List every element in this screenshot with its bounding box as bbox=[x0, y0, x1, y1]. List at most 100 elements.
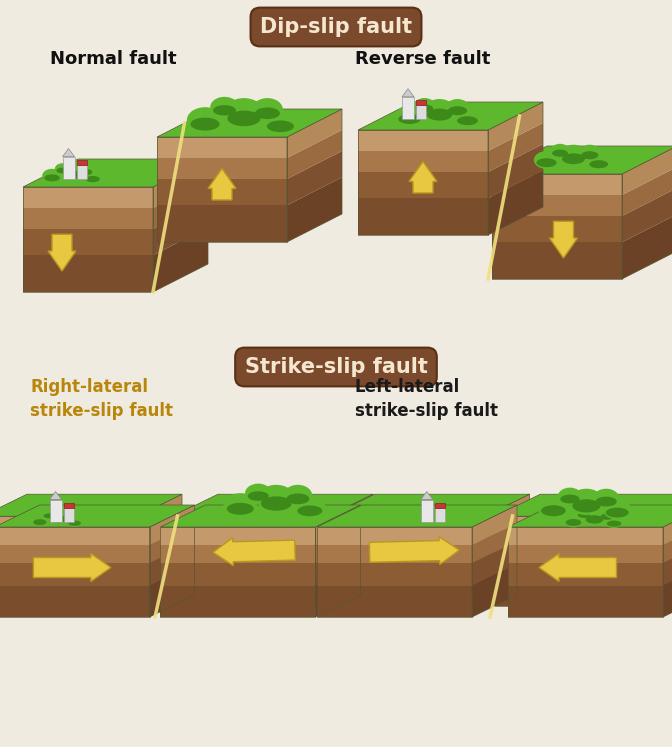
Bar bbox=[416, 105, 426, 119]
Ellipse shape bbox=[577, 508, 592, 519]
Polygon shape bbox=[317, 505, 517, 527]
Bar bbox=[435, 507, 445, 521]
Ellipse shape bbox=[62, 164, 84, 181]
Ellipse shape bbox=[210, 97, 239, 117]
Ellipse shape bbox=[550, 144, 570, 158]
Polygon shape bbox=[153, 227, 208, 292]
Ellipse shape bbox=[252, 98, 283, 122]
Polygon shape bbox=[0, 545, 150, 563]
Polygon shape bbox=[317, 527, 472, 545]
Ellipse shape bbox=[536, 158, 556, 167]
Polygon shape bbox=[328, 495, 373, 534]
Ellipse shape bbox=[607, 521, 622, 527]
Polygon shape bbox=[495, 574, 650, 607]
Polygon shape bbox=[329, 574, 485, 607]
Ellipse shape bbox=[454, 109, 480, 127]
Polygon shape bbox=[317, 563, 472, 586]
Polygon shape bbox=[0, 563, 150, 586]
Text: Left-lateral
strike-slip fault: Left-lateral strike-slip fault bbox=[355, 378, 498, 420]
Polygon shape bbox=[150, 523, 195, 563]
Polygon shape bbox=[173, 534, 328, 552]
Ellipse shape bbox=[569, 489, 604, 515]
Polygon shape bbox=[173, 516, 328, 534]
Polygon shape bbox=[161, 586, 315, 617]
Ellipse shape bbox=[42, 169, 62, 183]
Polygon shape bbox=[213, 538, 295, 565]
Polygon shape bbox=[508, 545, 663, 563]
Polygon shape bbox=[23, 159, 208, 187]
Bar bbox=[402, 97, 414, 119]
Polygon shape bbox=[34, 554, 111, 581]
Polygon shape bbox=[485, 530, 530, 574]
Polygon shape bbox=[153, 180, 208, 229]
Polygon shape bbox=[508, 586, 663, 617]
Ellipse shape bbox=[581, 151, 598, 159]
Polygon shape bbox=[492, 195, 622, 216]
Polygon shape bbox=[508, 505, 672, 527]
Polygon shape bbox=[663, 563, 672, 617]
Ellipse shape bbox=[605, 508, 628, 518]
Polygon shape bbox=[137, 495, 182, 534]
Polygon shape bbox=[663, 505, 672, 545]
Ellipse shape bbox=[267, 120, 294, 132]
Polygon shape bbox=[488, 170, 543, 235]
Ellipse shape bbox=[541, 505, 566, 516]
Polygon shape bbox=[23, 187, 153, 208]
Ellipse shape bbox=[213, 105, 236, 116]
Polygon shape bbox=[329, 516, 485, 534]
Polygon shape bbox=[150, 541, 195, 586]
Ellipse shape bbox=[398, 114, 421, 124]
Ellipse shape bbox=[562, 153, 585, 164]
Polygon shape bbox=[329, 495, 530, 516]
Ellipse shape bbox=[552, 149, 568, 157]
Polygon shape bbox=[315, 523, 360, 563]
Polygon shape bbox=[409, 161, 437, 193]
Ellipse shape bbox=[257, 485, 296, 514]
Bar bbox=[62, 157, 75, 179]
Ellipse shape bbox=[564, 513, 583, 527]
Polygon shape bbox=[0, 527, 150, 545]
Ellipse shape bbox=[248, 492, 269, 501]
Ellipse shape bbox=[79, 169, 92, 176]
Polygon shape bbox=[492, 146, 672, 174]
Polygon shape bbox=[370, 536, 460, 565]
Bar bbox=[77, 160, 87, 164]
Polygon shape bbox=[358, 172, 488, 198]
Polygon shape bbox=[622, 214, 672, 279]
Polygon shape bbox=[315, 563, 360, 617]
Polygon shape bbox=[358, 151, 488, 172]
Polygon shape bbox=[650, 512, 672, 552]
Ellipse shape bbox=[294, 497, 325, 518]
Ellipse shape bbox=[566, 519, 581, 526]
Ellipse shape bbox=[585, 515, 603, 524]
Polygon shape bbox=[150, 505, 195, 545]
Ellipse shape bbox=[587, 154, 610, 170]
Polygon shape bbox=[472, 505, 517, 545]
Polygon shape bbox=[317, 545, 472, 563]
Polygon shape bbox=[208, 169, 236, 200]
Polygon shape bbox=[23, 229, 153, 255]
Polygon shape bbox=[0, 586, 150, 617]
Polygon shape bbox=[161, 545, 315, 563]
Polygon shape bbox=[421, 492, 433, 500]
Ellipse shape bbox=[448, 106, 467, 115]
Ellipse shape bbox=[33, 519, 46, 525]
Ellipse shape bbox=[61, 510, 76, 521]
Polygon shape bbox=[137, 530, 182, 574]
Ellipse shape bbox=[534, 151, 559, 169]
Polygon shape bbox=[622, 167, 672, 216]
Polygon shape bbox=[622, 146, 672, 195]
Polygon shape bbox=[495, 534, 650, 552]
Polygon shape bbox=[62, 149, 75, 157]
Ellipse shape bbox=[286, 494, 309, 504]
Ellipse shape bbox=[261, 496, 292, 511]
Ellipse shape bbox=[67, 516, 83, 527]
Polygon shape bbox=[153, 159, 208, 208]
Ellipse shape bbox=[538, 497, 569, 518]
Polygon shape bbox=[650, 495, 672, 534]
Ellipse shape bbox=[583, 509, 605, 525]
Ellipse shape bbox=[600, 513, 614, 520]
Polygon shape bbox=[622, 188, 672, 242]
Ellipse shape bbox=[50, 516, 66, 523]
Polygon shape bbox=[508, 563, 663, 586]
